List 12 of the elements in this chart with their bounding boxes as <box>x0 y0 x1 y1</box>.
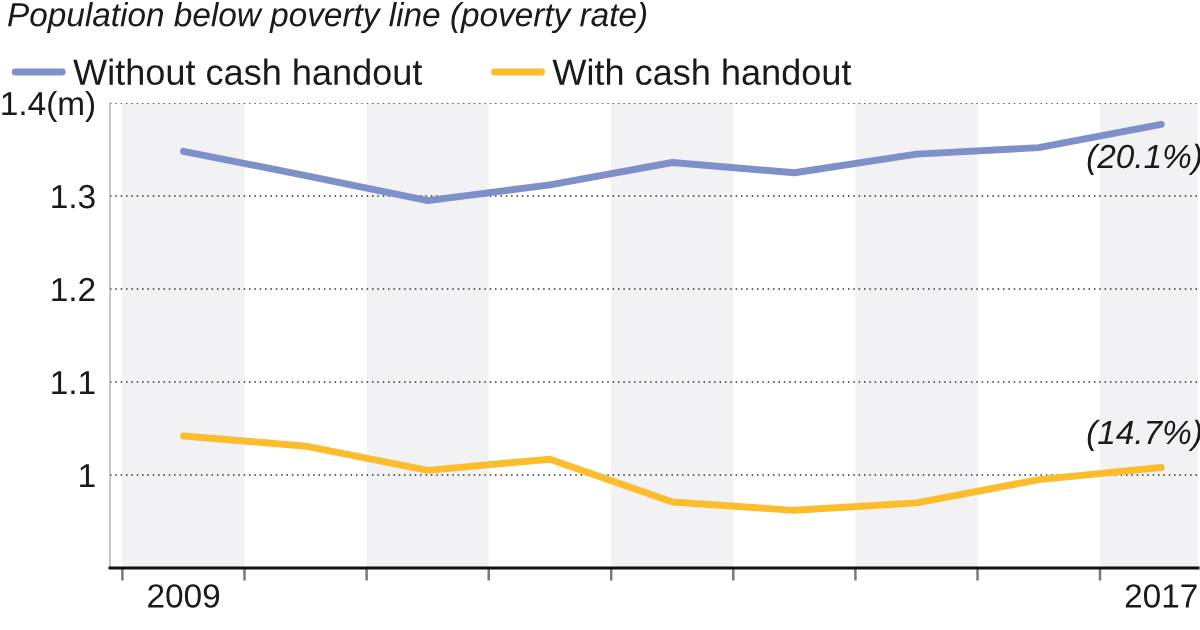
legend-label: Without cash handout <box>73 58 423 86</box>
annotation: (20.1%) <box>1087 143 1200 175</box>
legend-label: With cash handout <box>552 58 852 86</box>
y-tick-label: 1.4(m) <box>2 90 95 122</box>
x-tick-label: 2009 <box>148 584 220 608</box>
chart-title: Population below poverty line (poverty rate) <box>8 2 647 34</box>
y-tick-label: 1 <box>80 464 95 488</box>
x-tick-label: 2017 <box>1125 584 1197 608</box>
y-tick-label: 1.1 <box>52 371 95 395</box>
y-tick-label: 1.3 <box>52 184 95 209</box>
annotation: (14.7%) <box>1087 419 1200 451</box>
y-tick-label: 1.2 <box>52 277 95 302</box>
